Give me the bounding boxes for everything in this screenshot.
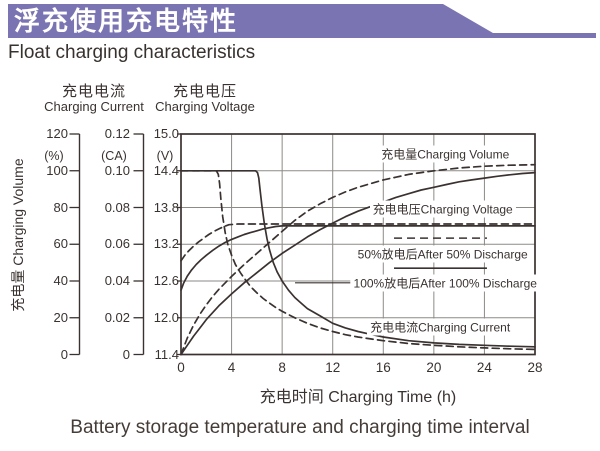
current-axis-header-zh: 充电电流 bbox=[61, 83, 126, 100]
volume-tick-label: 100 bbox=[46, 162, 68, 178]
voltage-tick-label: 11.4 bbox=[154, 346, 179, 362]
label-charging-current: 充电电流Charging Current bbox=[367, 318, 514, 336]
volume-unit-label: (%) bbox=[44, 149, 64, 163]
volume-tick-label: 80 bbox=[53, 199, 68, 215]
x-tick-label: 16 bbox=[375, 360, 391, 375]
page-title-en: Float charging characteristics bbox=[8, 42, 256, 63]
x-tick-label: 20 bbox=[426, 360, 442, 375]
current-tick-label: 0.12 bbox=[104, 126, 130, 141]
current-tick-label: 0 bbox=[122, 346, 130, 362]
current-tick-label: 0.04 bbox=[104, 273, 130, 288]
x-tick-label: 12 bbox=[325, 360, 341, 375]
current-tick-label: 0.02 bbox=[104, 309, 130, 325]
legend-after-50-discharge: 50%放电后After 50% Discharge bbox=[354, 245, 531, 263]
voltage-tick-label: 15.0 bbox=[153, 126, 179, 141]
voltage-tick-label: 13.2 bbox=[153, 236, 179, 252]
volume-tick-label: 120 bbox=[46, 126, 68, 141]
series-charging-current-after-50-discharge bbox=[180, 169, 536, 351]
voltage-axis-header-zh: 充电电压 bbox=[172, 83, 237, 100]
label-charging-volume: 充电量Charging Volume bbox=[378, 145, 513, 163]
voltage-tick-label: 12.0 bbox=[153, 309, 179, 325]
voltage-tick-label: 14.4 bbox=[153, 162, 179, 178]
current-axis-header: 充电电流 Charging Current bbox=[36, 84, 152, 113]
x-tick-label: 0 bbox=[177, 360, 185, 375]
voltage-axis-header: 充电电压 Charging Voltage bbox=[145, 84, 265, 113]
voltage-tick-label: 12.6 bbox=[153, 273, 179, 288]
legend-after-100-discharge: 100%放电后After 100% Discharge bbox=[350, 274, 540, 292]
current-tick-label: 0.06 bbox=[104, 236, 130, 252]
x-tick-label: 8 bbox=[278, 360, 286, 375]
series-charging-voltage-after-100-discharge bbox=[180, 225, 536, 292]
volume-tick-label: 40 bbox=[53, 273, 68, 288]
x-axis-label: 充电时间 Charging Time (h) bbox=[259, 389, 457, 406]
current-unit-label: (CA) bbox=[101, 149, 127, 163]
voltage-unit-label: (V) bbox=[156, 149, 174, 163]
bottom-caption: Battery storage temperature and charging… bbox=[70, 417, 530, 438]
current-axis-header-en: Charging Current bbox=[44, 98, 144, 114]
x-tick-label: 28 bbox=[527, 360, 543, 375]
label-charging-voltage: 充电电压Charging Voltage bbox=[369, 200, 516, 218]
current-tick-label: 0.08 bbox=[104, 199, 130, 215]
series-charging-voltage-after-50-discharge bbox=[180, 223, 536, 262]
volume-tick-label: 60 bbox=[53, 236, 68, 252]
series-charging-current-after-100-discharge bbox=[180, 169, 536, 348]
voltage-tick-label: 13.8 bbox=[153, 199, 179, 215]
x-tick-label: 24 bbox=[476, 360, 492, 375]
series-charging-volume-after-100-discharge bbox=[180, 171, 536, 356]
x-tick-label: 4 bbox=[227, 360, 236, 375]
volume-tick-label: 20 bbox=[53, 309, 68, 325]
series-charging-volume-after-50-discharge bbox=[180, 163, 536, 356]
page-title-zh: 浮充使用充电特性 bbox=[14, 6, 239, 36]
voltage-axis-header-en: Charging Voltage bbox=[155, 98, 255, 114]
current-tick-label: 0.10 bbox=[104, 162, 130, 178]
volume-tick-label: 0 bbox=[60, 346, 68, 362]
